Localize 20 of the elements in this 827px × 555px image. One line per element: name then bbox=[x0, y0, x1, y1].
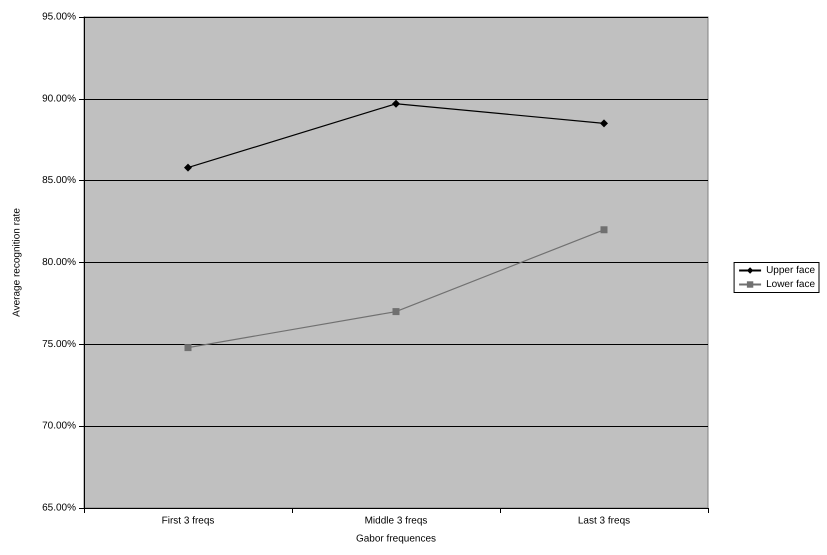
y-tick-label: 65.00% bbox=[42, 502, 76, 514]
point bbox=[184, 344, 192, 352]
legend-label: Upper face bbox=[766, 265, 816, 276]
x-tick-label: First 3 freqs bbox=[162, 516, 214, 526]
y-tick-label: 85.00% bbox=[42, 175, 76, 186]
x-tick-label: Middle 3 freqs bbox=[364, 516, 428, 526]
y-tick-label: 95.00% bbox=[42, 12, 76, 22]
y-tick-label: 90.00% bbox=[42, 93, 76, 104]
point bbox=[392, 308, 400, 316]
x-axis-title: Gabor frequences bbox=[356, 534, 436, 544]
legend-label: Lower face bbox=[766, 279, 816, 290]
point bbox=[392, 100, 400, 108]
point bbox=[600, 226, 608, 234]
x-tick-label: Last 3 freqs bbox=[578, 516, 630, 526]
y-tick-label: 75.00% bbox=[42, 338, 76, 350]
y-axis-title: Average recognition rate bbox=[12, 208, 22, 317]
point bbox=[600, 119, 608, 128]
point bbox=[184, 164, 192, 172]
y-tick-label: 80.00% bbox=[42, 257, 76, 268]
y-tick-label: 70.00% bbox=[42, 420, 76, 432]
